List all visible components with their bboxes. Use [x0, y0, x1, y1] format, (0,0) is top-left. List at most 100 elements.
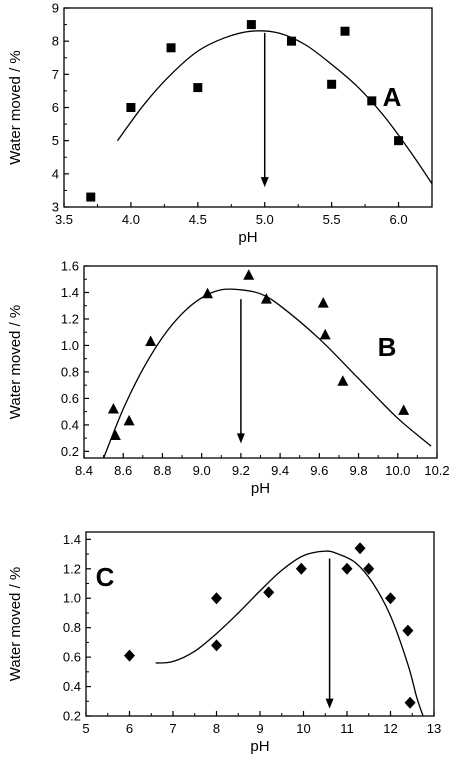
data-point	[202, 287, 214, 299]
x-tick-label: 9.0	[193, 463, 211, 478]
x-axis-label: pH	[250, 738, 269, 755]
data-point	[295, 562, 307, 575]
data-point	[404, 696, 416, 709]
x-tick-label: 7	[169, 721, 176, 736]
panel-b-chart: 8.4 8.6 8.8 9.0 9.2 9.4 9.6 9.8 10.0 10.2 0.2 0.4 0.…	[7, 259, 450, 498]
y-tick-label: 0.8	[63, 620, 81, 635]
y-tick-label: 5	[52, 133, 59, 148]
data-point	[260, 293, 272, 304]
y-tick-label: 7	[52, 67, 59, 82]
data-point	[166, 43, 176, 53]
data-point	[211, 592, 222, 605]
y-tick-label: 3	[52, 200, 59, 215]
panel-label: C	[96, 562, 115, 592]
data-point	[123, 414, 135, 426]
data-point	[193, 83, 203, 93]
x-tick-label: 11	[340, 721, 354, 736]
y-tick-label: 1.0	[61, 338, 79, 353]
fit-curve	[155, 550, 424, 716]
x-tick-label: 5	[82, 721, 89, 736]
x-tick-label: 13	[427, 721, 441, 736]
panel-c-chart: 5 6 7 8 9 10 11 12 13 0.2 0.4 0.6 0.8 1.0 1.2 1.4 pH Wate…	[7, 531, 441, 755]
y-tick-label: 0.2	[61, 444, 79, 459]
x-axis-label: pH	[238, 229, 257, 246]
panel-label: A	[383, 82, 402, 112]
data-point	[319, 328, 331, 340]
data-point	[243, 269, 255, 280]
x-tick-label: 6.0	[390, 212, 408, 227]
arrow-head	[325, 698, 334, 709]
arrow-head	[236, 433, 245, 444]
data-point	[109, 429, 121, 440]
data-point	[211, 639, 222, 652]
data-point	[263, 586, 275, 599]
y-axis-label: Water moved / %	[7, 305, 24, 419]
y-tick-label: 6	[52, 100, 59, 115]
data-point	[317, 297, 329, 308]
y-tick-label: 0.8	[61, 364, 79, 379]
data-point	[367, 96, 377, 106]
x-tick-label: 8.8	[153, 463, 171, 478]
data-point	[286, 36, 296, 46]
panel-a-chart: 3.5 4.0 4.5 5.0 5.5 6.0 3 4 5 6 7 8 9 pH Water moved /…	[7, 1, 433, 246]
x-tick-label: 4.5	[189, 212, 207, 227]
x-tick-label: 5.5	[323, 212, 341, 227]
x-tick-label: 8.4	[75, 463, 93, 478]
panel-label: B	[378, 332, 397, 362]
x-tick-label: 4.0	[122, 212, 140, 227]
y-tick-label: 0.4	[63, 679, 81, 694]
y-tick-label: 1.4	[63, 532, 81, 547]
x-tick-label: 9.6	[310, 463, 328, 478]
data-point	[340, 26, 350, 36]
x-tick-label: 9.8	[350, 463, 368, 478]
x-tick-label: 5.0	[256, 212, 274, 227]
x-tick-label: 12	[383, 721, 397, 736]
y-tick-label: 1.4	[61, 285, 79, 300]
y-tick-label: 4	[52, 166, 59, 181]
x-tick-label: 9	[256, 721, 263, 736]
fit-curve	[116, 30, 432, 185]
y-tick-label: 1.2	[61, 311, 79, 326]
y-tick-label: 1.6	[61, 259, 79, 274]
fit-curve	[102, 288, 432, 458]
x-tick-label: 9.2	[232, 463, 250, 478]
data-point	[126, 103, 136, 112]
data-point	[402, 624, 414, 637]
data-point	[145, 335, 157, 346]
data-point	[86, 192, 96, 202]
data-point	[398, 404, 410, 415]
data-point	[327, 79, 337, 89]
data-point	[385, 592, 396, 605]
y-tick-label: 0.4	[61, 417, 79, 432]
plot-frame	[83, 265, 438, 459]
x-axis-label: pH	[251, 480, 270, 497]
data-point	[341, 562, 353, 575]
plot-frame	[85, 531, 435, 717]
x-tick-label: 9.4	[271, 463, 289, 478]
data-point	[337, 375, 349, 386]
data-point	[246, 20, 256, 30]
x-tick-label: 10.0	[385, 463, 410, 478]
data-point	[363, 562, 375, 575]
x-tick-label: 10.2	[424, 463, 449, 478]
x-tick-label: 8.6	[114, 463, 132, 478]
y-tick-label: 0.6	[63, 650, 81, 665]
data-point	[124, 649, 135, 662]
y-tick-label: 9	[52, 1, 59, 16]
y-tick-label: 0.2	[63, 709, 81, 724]
y-axis-label: Water moved / %	[7, 50, 24, 164]
y-tick-label: 8	[52, 34, 59, 49]
x-tick-label: 8	[213, 721, 220, 736]
y-axis-label: Water moved / %	[7, 567, 24, 681]
x-tick-label: 6	[126, 721, 133, 736]
data-point	[354, 542, 366, 555]
data-point	[107, 403, 119, 414]
arrow-head	[260, 177, 269, 188]
y-tick-label: 0.6	[61, 391, 79, 406]
x-tick-label: 3.5	[55, 212, 73, 227]
x-tick-label: 10	[296, 721, 310, 736]
y-tick-label: 1.2	[63, 561, 81, 576]
data-point	[394, 136, 404, 146]
y-tick-label: 1.0	[63, 591, 81, 606]
